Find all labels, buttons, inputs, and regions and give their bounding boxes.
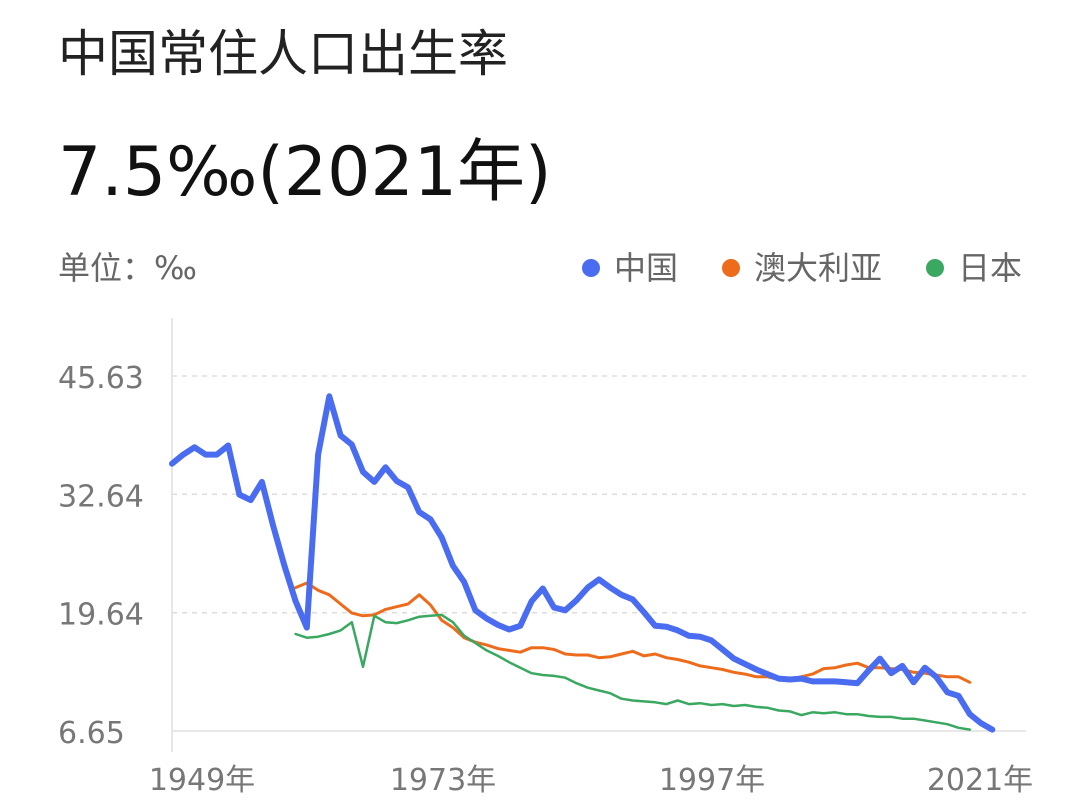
series-line-1[interactable] bbox=[294, 581, 972, 684]
legend-dot-japan bbox=[925, 259, 944, 277]
series-line-2[interactable] bbox=[294, 613, 972, 731]
y-tick-label: 45.63 bbox=[58, 361, 144, 396]
x-tick-label: 1997年 bbox=[659, 763, 765, 798]
x-tick-label: 1949年 bbox=[149, 763, 255, 798]
legend-dot-china bbox=[581, 259, 600, 277]
y-tick-label: 32.64 bbox=[58, 479, 144, 514]
x-tick-label: 1973年 bbox=[390, 763, 496, 798]
legend-item-china[interactable]: 中国 bbox=[581, 246, 678, 290]
legend: 中国 澳大利亚 日本 bbox=[538, 246, 1022, 290]
legend-label-japan: 日本 bbox=[957, 249, 1022, 287]
headline-value: 7.5‰(2021年) bbox=[58, 133, 552, 212]
legend-label-australia: 澳大利亚 bbox=[753, 249, 882, 287]
series-line-0[interactable] bbox=[169, 393, 996, 733]
y-tick-label: 19.64 bbox=[58, 598, 144, 633]
y-tick-label: 6.65 bbox=[58, 716, 125, 751]
unit-label: 单位：‰ bbox=[58, 249, 197, 287]
legend-item-japan[interactable]: 日本 bbox=[925, 246, 1022, 290]
chart-title: 中国常住人口出生率 bbox=[58, 25, 508, 83]
legend-label-china: 中国 bbox=[613, 249, 678, 287]
legend-dot-australia bbox=[721, 259, 740, 277]
x-tick-label: 2021年 bbox=[927, 763, 1033, 798]
legend-item-australia[interactable]: 澳大利亚 bbox=[721, 246, 882, 290]
